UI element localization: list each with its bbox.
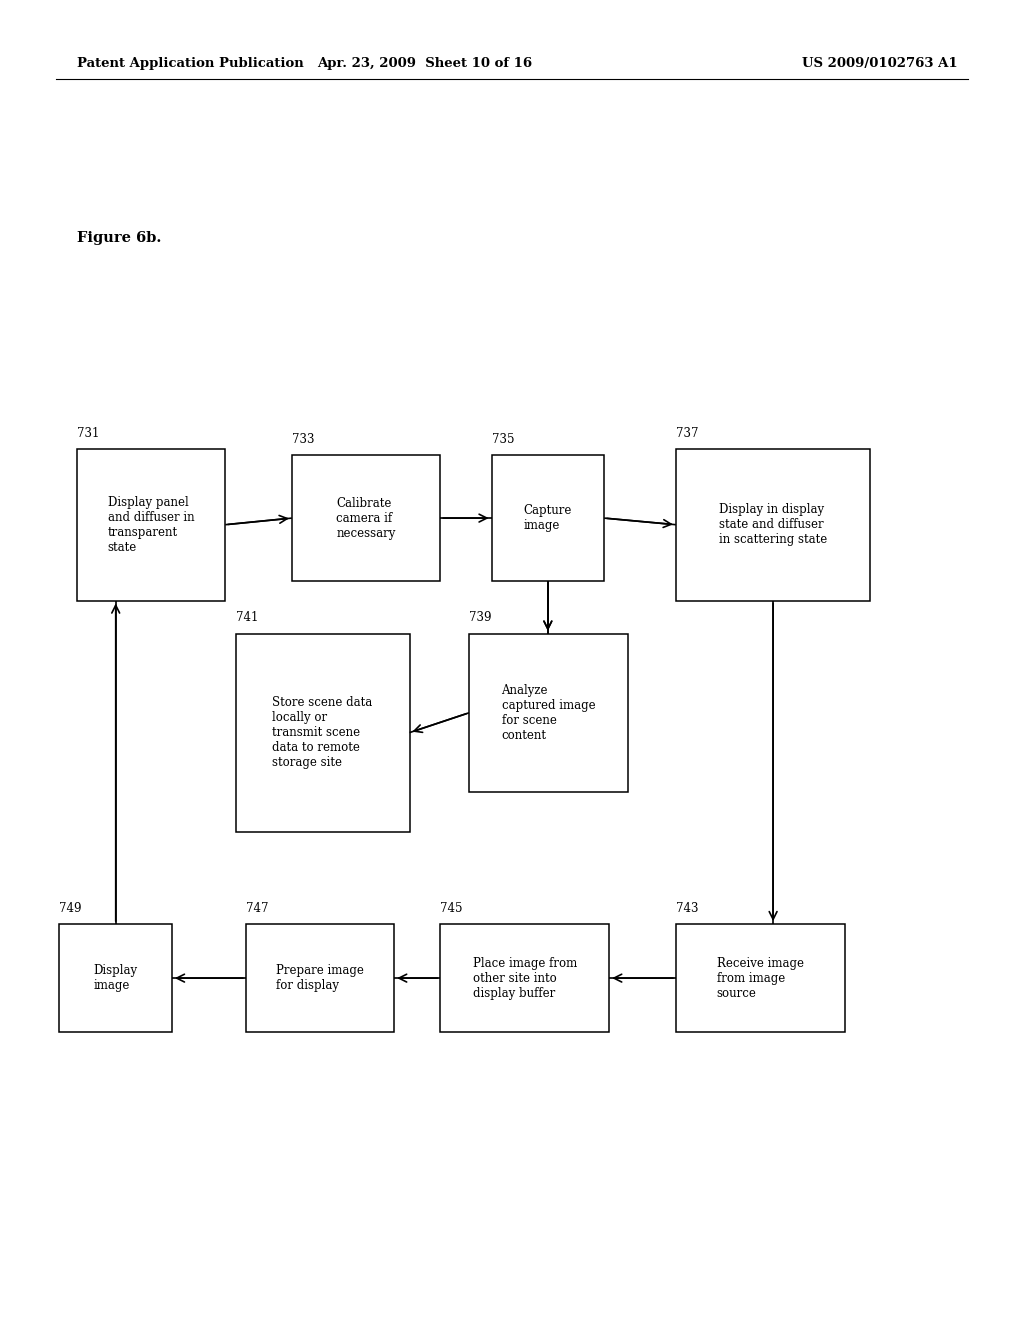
Text: Receive image
from image
source: Receive image from image source (717, 957, 804, 999)
Text: 747: 747 (246, 902, 268, 915)
Bar (77, 449, 225, 601)
Text: Display in display
state and diffuser
in scattering state: Display in display state and diffuser in… (719, 503, 827, 546)
Text: Figure 6b.: Figure 6b. (77, 231, 161, 244)
Text: Display
image: Display image (93, 964, 138, 993)
Text: Place image from
other site into
display buffer: Place image from other site into display… (473, 957, 577, 999)
Bar (676, 449, 870, 601)
Text: 741: 741 (236, 611, 258, 624)
Bar (469, 634, 628, 792)
Text: US 2009/0102763 A1: US 2009/0102763 A1 (802, 57, 957, 70)
Text: 735: 735 (492, 433, 514, 446)
Text: Display panel
and diffuser in
transparent
state: Display panel and diffuser in transparen… (108, 496, 195, 553)
Text: Analyze
captured image
for scene
content: Analyze captured image for scene content (502, 684, 595, 742)
Bar (440, 924, 609, 1032)
Bar (492, 455, 604, 581)
Text: 731: 731 (77, 426, 99, 440)
Bar (676, 924, 845, 1032)
Text: Apr. 23, 2009  Sheet 10 of 16: Apr. 23, 2009 Sheet 10 of 16 (317, 57, 532, 70)
Bar (236, 634, 410, 832)
Text: 733: 733 (292, 433, 314, 446)
Text: 739: 739 (469, 611, 492, 624)
Text: 743: 743 (676, 902, 698, 915)
Text: Calibrate
camera if
necessary: Calibrate camera if necessary (337, 496, 395, 540)
Text: Patent Application Publication: Patent Application Publication (77, 57, 303, 70)
Bar (59, 924, 172, 1032)
Text: 745: 745 (440, 902, 463, 915)
Text: 749: 749 (59, 902, 82, 915)
Text: Store scene data
locally or
transmit scene
data to remote
storage site: Store scene data locally or transmit sce… (272, 696, 373, 770)
Text: Capture
image: Capture image (523, 504, 572, 532)
Text: 737: 737 (676, 426, 698, 440)
Bar (292, 455, 440, 581)
Text: Prepare image
for display: Prepare image for display (276, 964, 364, 993)
Bar (246, 924, 394, 1032)
